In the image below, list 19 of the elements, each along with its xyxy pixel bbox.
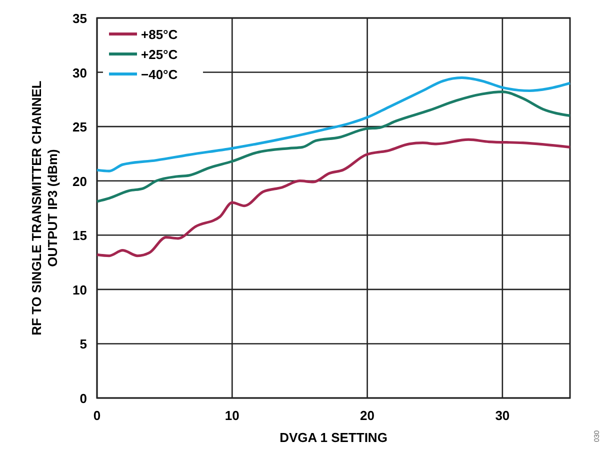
- y-axis-title: RF TO SINGLE TRANSMITTER CHANNEL OUTPUT IP3 (dBm): [29, 80, 60, 336]
- y-tick-label: 30: [72, 65, 87, 80]
- y-tick-label: 25: [72, 120, 87, 135]
- line-series: [96, 138, 572, 258]
- x-tick-label: 10: [224, 408, 240, 423]
- x-tick-label: 30: [495, 408, 510, 423]
- y-tick-label: 0: [80, 391, 87, 406]
- x-axis-title: DVGA 1 SETTING: [280, 430, 388, 445]
- x-tick-label: 20: [360, 408, 375, 423]
- y-tick-label: 35: [72, 11, 87, 26]
- x-tick-label: 0: [93, 408, 101, 423]
- line-series: [96, 90, 572, 203]
- y-tick-label: 10: [72, 282, 87, 298]
- legend-label: +85°C: [141, 27, 178, 42]
- legend-label: −40°C: [141, 67, 178, 82]
- y-tick-label: 5: [80, 336, 87, 352]
- y-tick-label: 15: [72, 228, 87, 244]
- y-tick-label: 20: [72, 174, 87, 189]
- legend-label: +25°C: [141, 47, 178, 62]
